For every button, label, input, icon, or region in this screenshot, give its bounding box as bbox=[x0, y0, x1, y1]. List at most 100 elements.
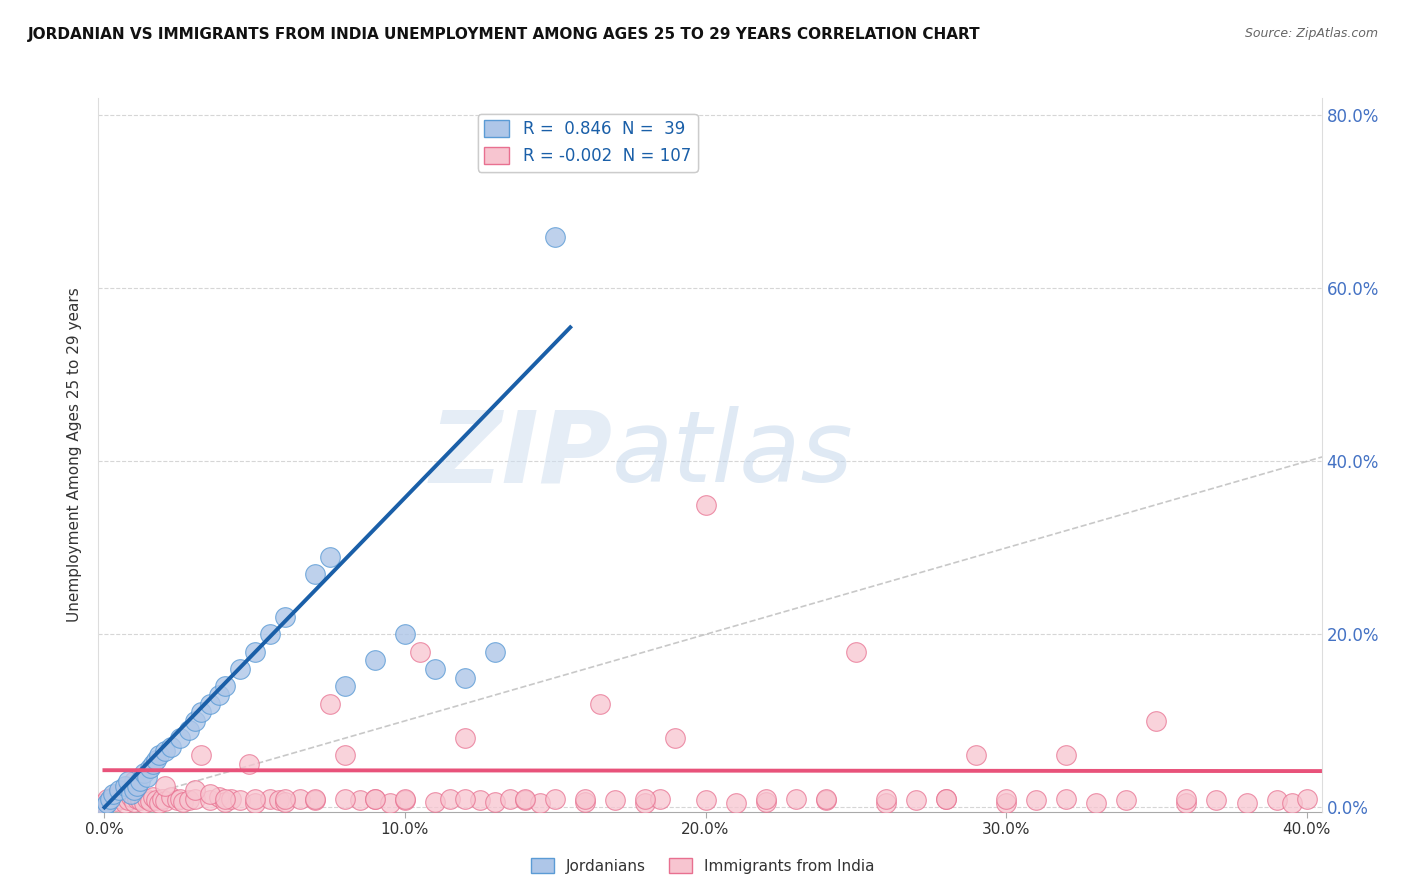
Point bbox=[100, 791, 122, 805]
Point bbox=[589, 697, 612, 711]
Point bbox=[129, 793, 152, 807]
Point bbox=[935, 791, 957, 805]
Point bbox=[995, 791, 1018, 805]
Point bbox=[214, 679, 236, 693]
Point bbox=[529, 796, 551, 810]
Point bbox=[100, 793, 122, 807]
Point bbox=[333, 679, 356, 693]
Point bbox=[515, 791, 537, 805]
Point bbox=[378, 796, 401, 810]
Point bbox=[1115, 793, 1137, 807]
Point bbox=[995, 796, 1018, 810]
Point bbox=[124, 774, 146, 789]
Point bbox=[544, 791, 567, 805]
Point bbox=[103, 788, 125, 802]
Point bbox=[304, 791, 326, 805]
Point bbox=[148, 796, 170, 810]
Point bbox=[875, 791, 897, 805]
Point bbox=[259, 627, 281, 641]
Point bbox=[423, 662, 446, 676]
Point bbox=[103, 790, 125, 805]
Point bbox=[124, 795, 146, 809]
Point bbox=[1236, 796, 1258, 810]
Point bbox=[319, 697, 342, 711]
Point bbox=[845, 645, 868, 659]
Point bbox=[190, 748, 212, 763]
Point bbox=[114, 796, 136, 810]
Point bbox=[135, 791, 157, 805]
Point bbox=[499, 791, 522, 805]
Point bbox=[183, 783, 205, 797]
Point bbox=[153, 794, 176, 808]
Point bbox=[394, 793, 416, 807]
Point bbox=[117, 793, 139, 807]
Point bbox=[214, 795, 236, 809]
Point bbox=[127, 779, 149, 793]
Point bbox=[319, 549, 342, 564]
Point bbox=[159, 790, 181, 805]
Point bbox=[1175, 791, 1198, 805]
Point bbox=[121, 790, 143, 805]
Point bbox=[394, 627, 416, 641]
Point bbox=[145, 793, 167, 807]
Point bbox=[177, 793, 200, 807]
Point bbox=[544, 229, 567, 244]
Point bbox=[259, 791, 281, 805]
Point bbox=[439, 791, 461, 805]
Point bbox=[177, 723, 200, 737]
Point bbox=[208, 790, 231, 805]
Point bbox=[484, 795, 506, 809]
Point bbox=[274, 610, 297, 624]
Point bbox=[785, 791, 807, 805]
Point bbox=[1144, 714, 1167, 728]
Legend: Jordanians, Immigrants from India: Jordanians, Immigrants from India bbox=[524, 852, 882, 880]
Point bbox=[93, 796, 115, 810]
Point bbox=[117, 774, 139, 789]
Point bbox=[243, 791, 266, 805]
Point bbox=[814, 791, 837, 805]
Text: atlas: atlas bbox=[612, 407, 853, 503]
Point bbox=[96, 791, 118, 805]
Point bbox=[454, 671, 477, 685]
Point bbox=[814, 793, 837, 807]
Point bbox=[159, 739, 181, 754]
Point bbox=[208, 688, 231, 702]
Point bbox=[634, 796, 657, 810]
Point bbox=[124, 783, 146, 797]
Point bbox=[304, 566, 326, 581]
Point bbox=[724, 796, 747, 810]
Point bbox=[105, 794, 128, 808]
Point bbox=[1295, 791, 1317, 805]
Point bbox=[141, 790, 163, 805]
Point bbox=[172, 795, 194, 809]
Point bbox=[183, 791, 205, 805]
Point bbox=[243, 796, 266, 810]
Point bbox=[129, 774, 152, 789]
Point bbox=[121, 788, 143, 802]
Point bbox=[1054, 791, 1077, 805]
Point bbox=[349, 793, 371, 807]
Point bbox=[755, 795, 778, 809]
Legend: R =  0.846  N =  39, R = -0.002  N = 107: R = 0.846 N = 39, R = -0.002 N = 107 bbox=[478, 113, 697, 171]
Point bbox=[1025, 793, 1047, 807]
Point bbox=[198, 697, 221, 711]
Text: JORDANIAN VS IMMIGRANTS FROM INDIA UNEMPLOYMENT AMONG AGES 25 TO 29 YEARS CORREL: JORDANIAN VS IMMIGRANTS FROM INDIA UNEMP… bbox=[28, 27, 981, 42]
Point bbox=[468, 793, 491, 807]
Point bbox=[650, 791, 672, 805]
Point bbox=[127, 791, 149, 805]
Point bbox=[228, 793, 250, 807]
Point bbox=[288, 791, 311, 805]
Point bbox=[274, 795, 297, 809]
Point bbox=[111, 791, 134, 805]
Point bbox=[228, 662, 250, 676]
Point bbox=[138, 794, 160, 808]
Point bbox=[1265, 793, 1288, 807]
Point bbox=[1205, 793, 1227, 807]
Point bbox=[695, 793, 717, 807]
Point bbox=[515, 793, 537, 807]
Point bbox=[150, 791, 173, 805]
Point bbox=[1175, 796, 1198, 810]
Point bbox=[198, 788, 221, 802]
Point bbox=[219, 791, 242, 805]
Point bbox=[153, 779, 176, 793]
